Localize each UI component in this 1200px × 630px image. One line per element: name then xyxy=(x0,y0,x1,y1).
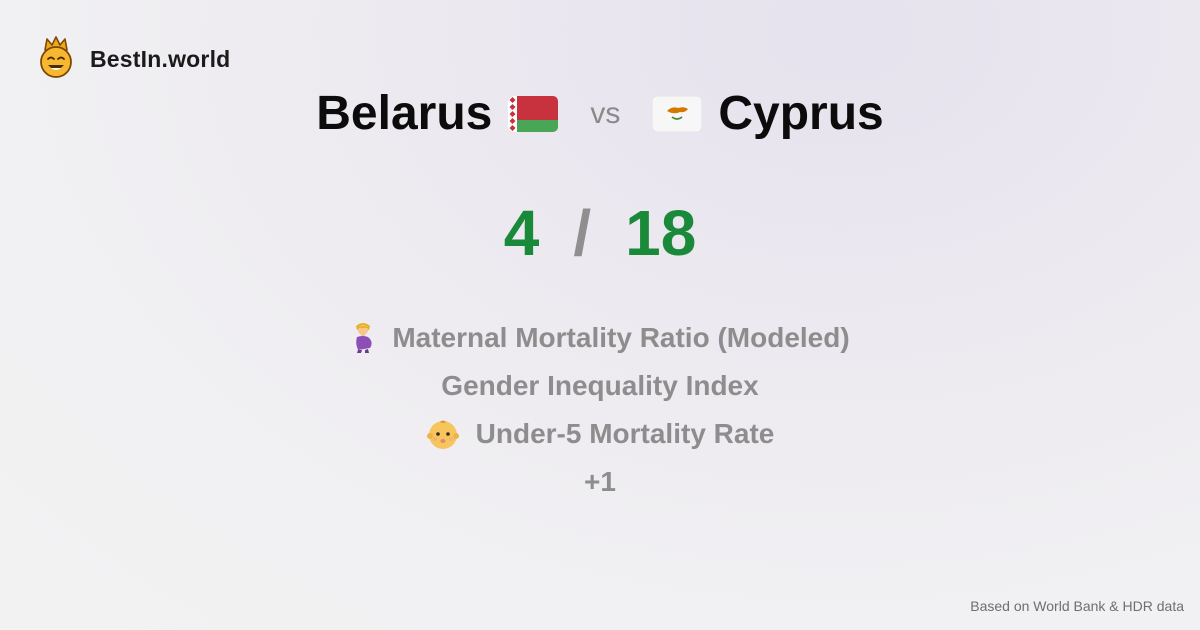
score-separator: / xyxy=(573,197,592,269)
pregnant-woman-icon xyxy=(350,322,376,354)
brand[interactable]: BestIn.world xyxy=(38,36,230,83)
metric-list: Maternal Mortality Ratio (Modeled) Gende… xyxy=(0,314,1200,506)
metric-label: Under-5 Mortality Rate xyxy=(475,418,775,449)
baby-icon xyxy=(426,417,460,451)
right-country-name: Cyprus xyxy=(718,87,884,140)
crowned-smiley-icon xyxy=(38,36,74,83)
metric-label: Maternal Mortality Ratio (Modeled) xyxy=(392,322,850,353)
left-country-name: Belarus xyxy=(316,87,493,140)
vs-label: vs xyxy=(590,96,621,130)
data-source-note: Based on World Bank & HDR data xyxy=(970,598,1184,614)
more-metrics-link[interactable]: +1 xyxy=(584,458,616,506)
score-summary: 4 / 18 xyxy=(0,196,1200,270)
more-metrics-count: +1 xyxy=(584,466,616,497)
brand-name: BestIn.world xyxy=(90,46,231,72)
metric-label: Gender Inequality Index xyxy=(441,370,759,401)
metric-item-maternal-mortality[interactable]: Maternal Mortality Ratio (Modeled) xyxy=(350,314,850,362)
comparison-title: Belarus vs Cyprus xyxy=(0,86,1200,141)
metric-item-gender-inequality[interactable]: Gender Inequality Index xyxy=(441,362,758,410)
metric-item-under5-mortality[interactable]: Under-5 Mortality Rate xyxy=(426,410,775,458)
cyprus-flag-icon xyxy=(651,95,703,132)
belarus-flag-icon xyxy=(508,95,559,132)
right-score: 18 xyxy=(625,197,697,269)
left-score: 4 xyxy=(503,197,540,269)
